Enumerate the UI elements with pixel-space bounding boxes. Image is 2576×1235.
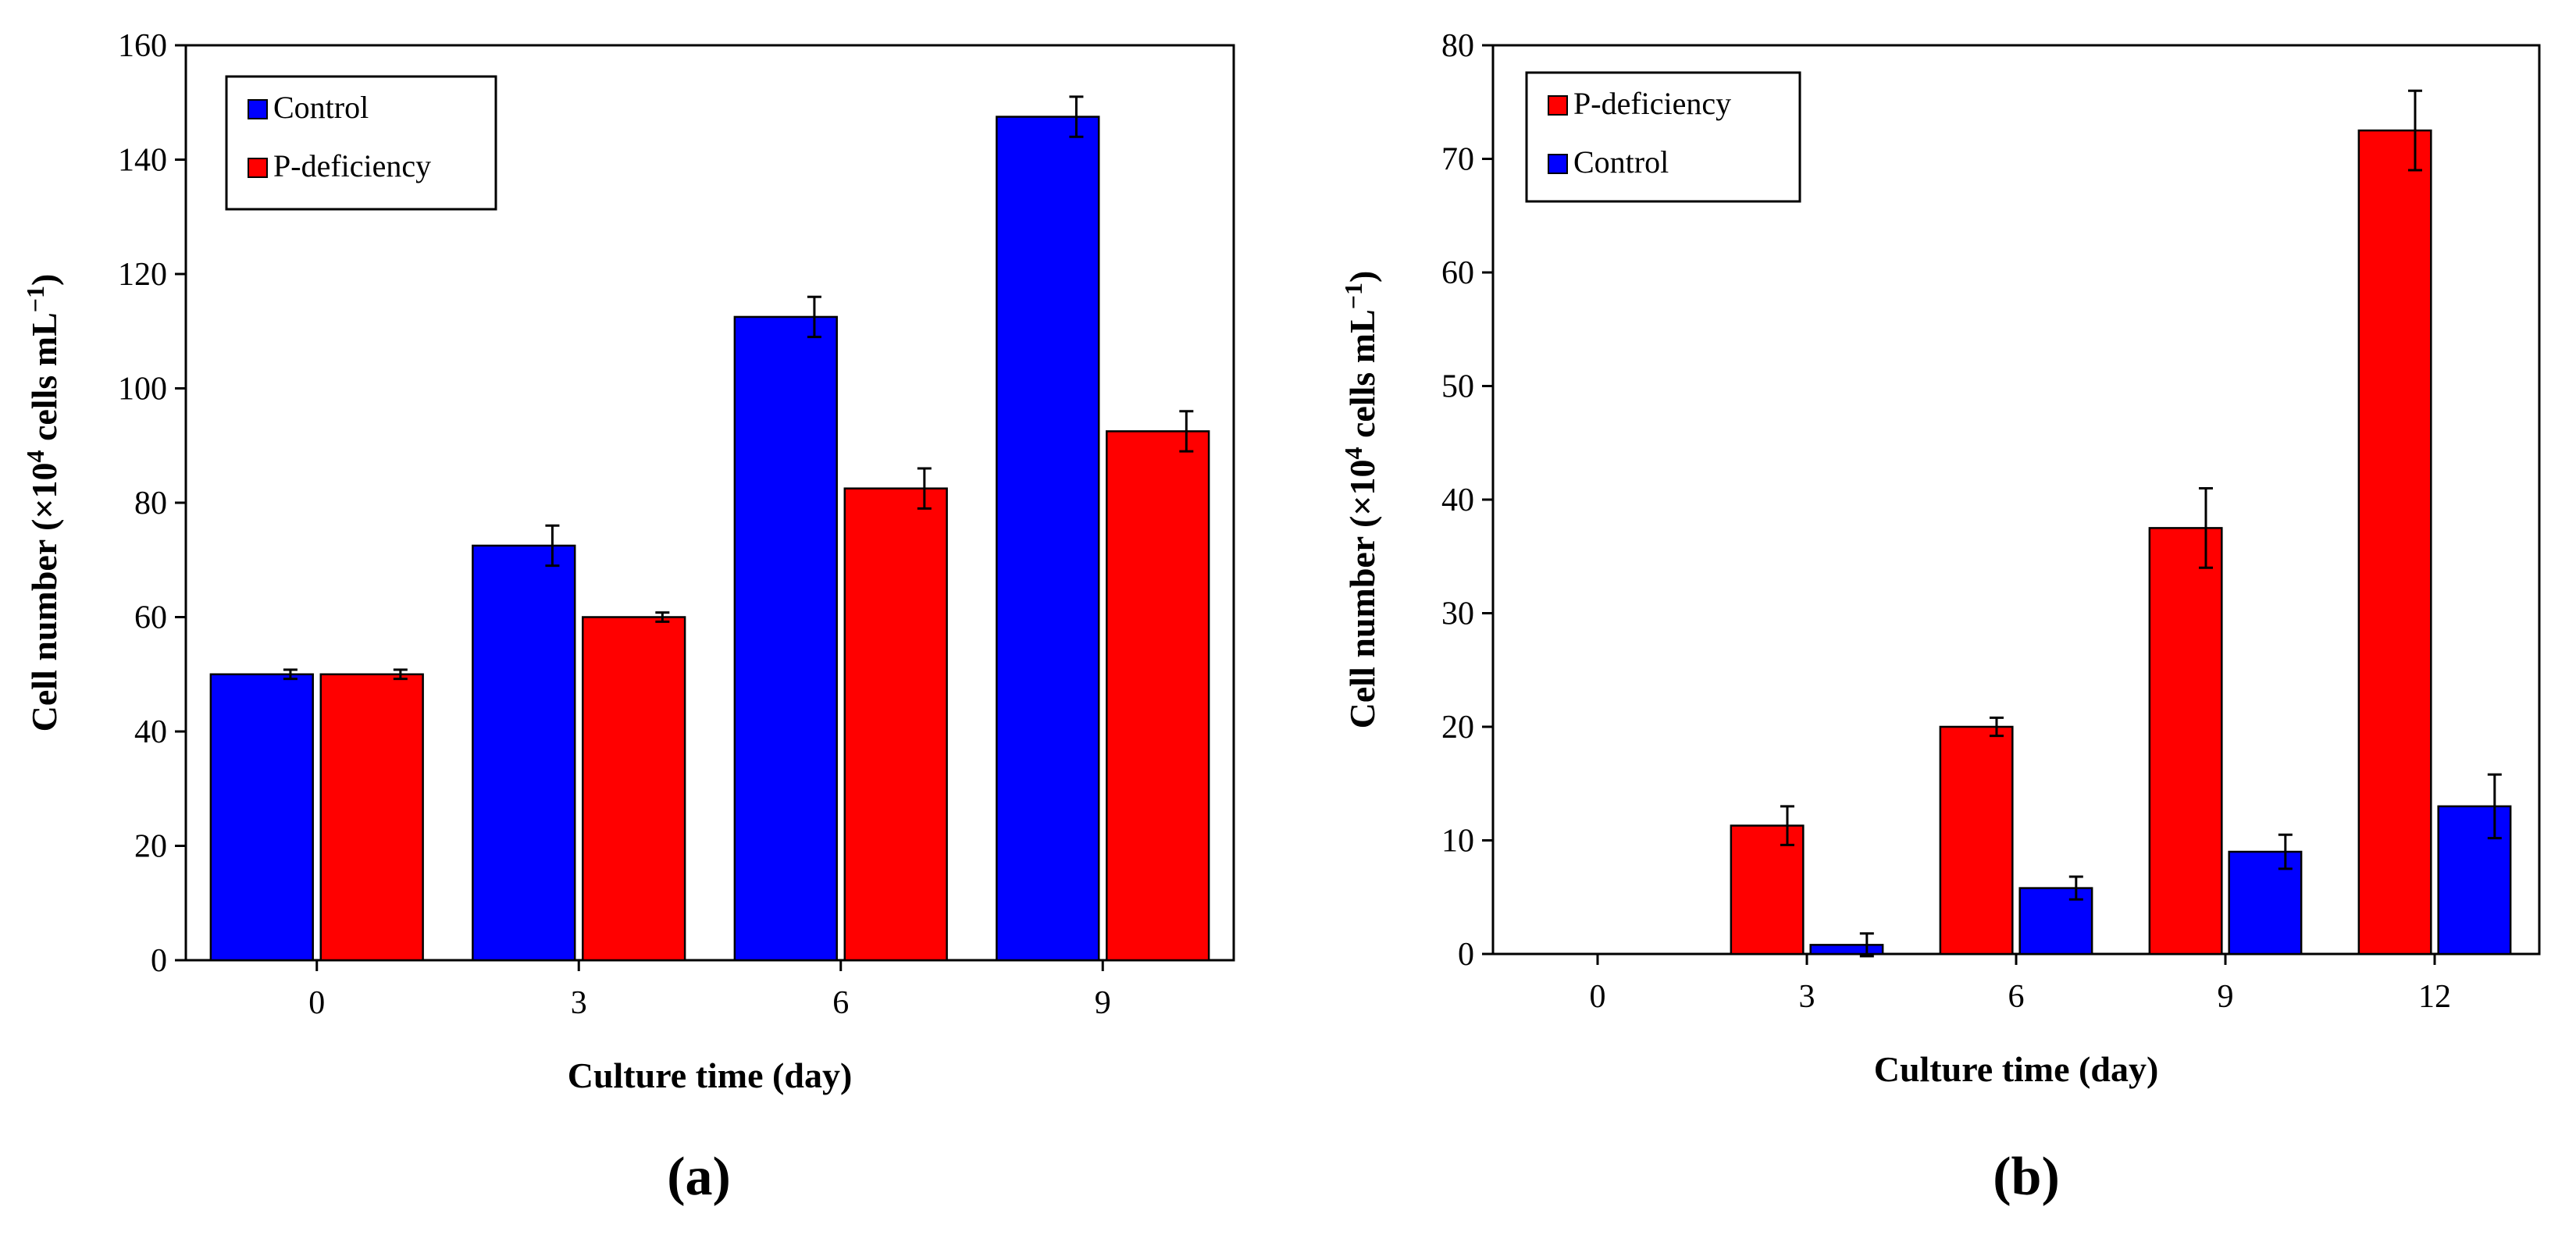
error-bar xyxy=(2068,875,2083,901)
panel-label: (a) xyxy=(667,1147,731,1207)
y-axis-title: Cell number (×104 cells mL−1) xyxy=(1339,271,1382,729)
error-bar xyxy=(2278,833,2293,870)
y-tick-label: 30 xyxy=(1441,596,1474,632)
legend-box xyxy=(1525,71,1801,203)
y-tick-label: 0 xyxy=(1458,937,1474,973)
x-tick-label: 0 xyxy=(1590,979,1606,1015)
x-tick-label: 12 xyxy=(2418,979,2451,1015)
x-tick-label: 6 xyxy=(832,985,849,1021)
chart-panel-b: 0 10 20 30 40 50 60 70 80 0 3 6 9 12 P-deficiency Contr… xyxy=(1339,28,2541,1207)
bar-p-deficiency-9 xyxy=(2148,527,2223,956)
bar-p-deficiency-0 xyxy=(319,673,424,962)
y-tick-label: 20 xyxy=(134,829,167,865)
y-tick-label: 100 xyxy=(118,372,167,408)
bar-control-6 xyxy=(733,315,838,962)
bar-p-deficiency-6 xyxy=(1939,725,2014,956)
legend-label: P-deficiency xyxy=(273,148,431,183)
x-tick-label: 6 xyxy=(2008,979,2025,1015)
bar-control-12 xyxy=(2437,805,2512,956)
bar-control-9 xyxy=(2228,850,2303,956)
bar-control-3 xyxy=(472,544,576,962)
x-tick-label: 9 xyxy=(2218,979,2234,1015)
bar-control-6 xyxy=(2018,887,2093,956)
x-axis-title: Culture time (day) xyxy=(568,1055,853,1095)
x-tick-label: 3 xyxy=(571,985,587,1021)
legend-swatch xyxy=(1548,95,1568,116)
error-bar xyxy=(1780,805,1794,846)
error-bar xyxy=(2407,89,2422,172)
y-tick-label: 160 xyxy=(118,28,167,64)
x-tick-label: 0 xyxy=(308,985,325,1021)
bar-control-3 xyxy=(1809,944,1884,956)
legend: P-deficiency Control xyxy=(1525,71,1801,203)
y-tick-label: 120 xyxy=(118,257,167,293)
error-bar xyxy=(1069,95,1084,138)
y-tick-label: 40 xyxy=(1441,482,1474,518)
error-bar xyxy=(283,668,298,681)
y-tick-label: 60 xyxy=(1441,255,1474,291)
legend-swatch xyxy=(248,99,268,119)
bar-p-deficiency-3 xyxy=(1730,824,1805,956)
chart-panel-a: 0 20 40 60 80 100 120 140 160 0 3 6 9 Control P-defici… xyxy=(21,28,1235,1207)
x-axis-title: Culture time (day) xyxy=(1874,1049,2159,1089)
bar-p-deficiency-6 xyxy=(843,487,948,962)
legend-label: P-deficiency xyxy=(1573,86,1731,121)
y-tick-label: 70 xyxy=(1441,142,1474,178)
legend-swatch xyxy=(248,158,268,178)
error-bar xyxy=(2198,486,2213,569)
bar-p-deficiency-3 xyxy=(582,616,686,962)
legend-label: Control xyxy=(1573,144,1669,180)
error-bar xyxy=(2487,773,2502,840)
y-tick-label: 80 xyxy=(134,486,167,521)
error-bar xyxy=(917,467,932,510)
y-tick-label: 60 xyxy=(134,600,167,636)
x-tick-label: 3 xyxy=(1799,979,1815,1015)
legend-swatch xyxy=(1548,154,1568,174)
y-tick-label: 80 xyxy=(1441,28,1474,64)
y-tick-label: 20 xyxy=(1441,710,1474,746)
legend-label: Control xyxy=(273,90,369,125)
bar-p-deficiency-9 xyxy=(1106,430,1210,962)
bar-control-0 xyxy=(209,673,314,962)
bar-control-9 xyxy=(996,116,1100,962)
panel-label: (b) xyxy=(1993,1147,2060,1207)
error-bar xyxy=(393,668,408,681)
y-tick-label: 10 xyxy=(1441,824,1474,860)
x-tick-label: 9 xyxy=(1095,985,1111,1021)
y-tick-label: 40 xyxy=(134,714,167,750)
error-bar xyxy=(1859,932,1874,958)
bar-p-deficiency-12 xyxy=(2357,129,2432,956)
y-tick-label: 140 xyxy=(118,143,167,179)
error-bar xyxy=(1989,716,2004,738)
y-tick-label: 50 xyxy=(1441,369,1474,405)
y-tick-label: 0 xyxy=(151,943,167,979)
legend: Control P-deficiency xyxy=(225,75,497,211)
error-bar xyxy=(655,611,670,623)
error-bar xyxy=(1179,410,1194,453)
error-bar xyxy=(807,295,821,339)
y-axis-title: Cell number (×104 cells mL−1) xyxy=(21,274,64,732)
error-bar xyxy=(545,524,560,568)
legend-box xyxy=(225,75,497,211)
